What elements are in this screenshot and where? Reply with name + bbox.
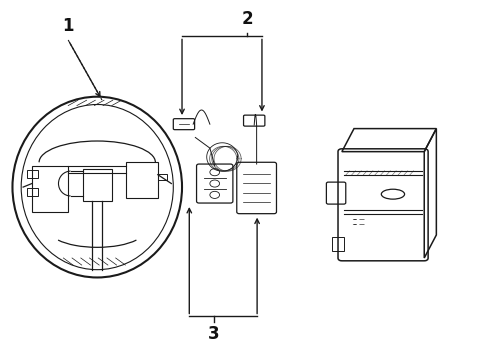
Bar xyxy=(27,188,38,196)
Text: 1: 1 xyxy=(62,17,74,35)
Bar xyxy=(32,166,68,212)
Bar xyxy=(83,169,112,201)
Text: ──  ──: ── ── xyxy=(352,223,364,227)
Bar xyxy=(27,170,38,178)
Text: 2: 2 xyxy=(242,10,253,28)
Bar xyxy=(332,237,344,251)
Bar xyxy=(126,162,158,198)
Text: 3: 3 xyxy=(208,325,220,343)
Text: ──  ──: ── ── xyxy=(352,218,364,222)
Bar xyxy=(158,174,167,180)
